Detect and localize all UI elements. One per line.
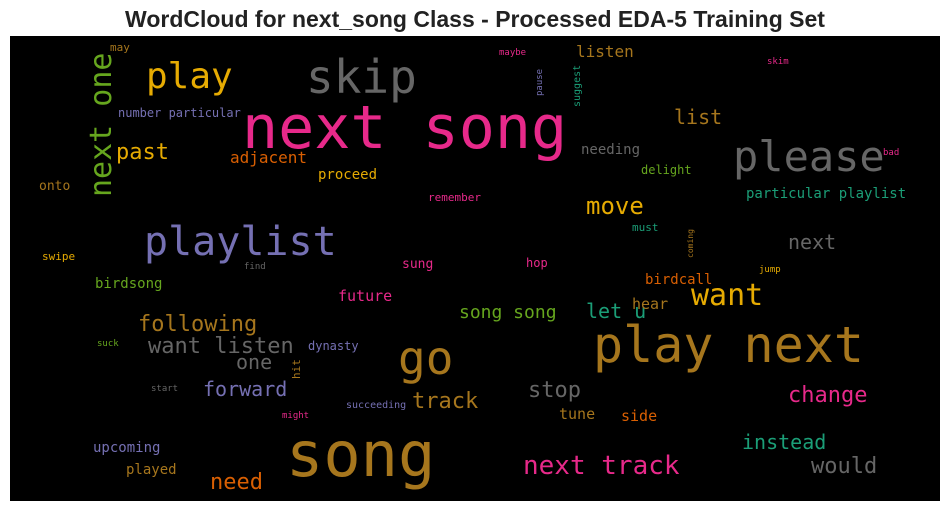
word-21: next	[788, 230, 836, 254]
word-37: proceed	[318, 167, 377, 183]
word-48: must	[632, 221, 659, 234]
word-54: jump	[759, 265, 781, 275]
word-40: sung	[402, 257, 433, 272]
word-28: listen	[576, 42, 634, 61]
word-13: list	[674, 105, 722, 129]
word-9: want	[691, 278, 763, 313]
word-59: maybe	[499, 48, 526, 58]
word-24: forward	[203, 377, 287, 401]
word-38: needing	[581, 142, 640, 158]
word-10: next track	[523, 451, 680, 481]
word-44: number particular	[118, 106, 241, 120]
word-52: pause	[535, 69, 545, 96]
word-61: bad	[883, 148, 899, 158]
word-60: skim	[767, 57, 789, 67]
word-55: suck	[97, 339, 119, 349]
word-14: following	[138, 312, 257, 337]
word-36: played	[126, 462, 177, 478]
word-5: playlist	[144, 219, 337, 265]
word-0: song	[286, 418, 435, 491]
word-53: hit	[290, 359, 303, 379]
word-43: delight	[641, 163, 692, 177]
word-7: play	[146, 56, 233, 97]
word-31: tune	[559, 405, 595, 423]
word-26: song song	[459, 302, 557, 323]
word-17: need	[210, 470, 263, 495]
word-23: instead	[742, 430, 826, 454]
word-62: coming	[686, 229, 695, 258]
word-15: want listen	[148, 334, 294, 359]
word-58: might	[282, 411, 309, 421]
word-8: next one	[84, 53, 119, 198]
word-29: future	[338, 287, 392, 305]
word-25: one	[236, 350, 272, 374]
word-32: side	[621, 407, 657, 425]
word-56: start	[151, 384, 178, 394]
word-18: would	[811, 454, 877, 479]
cloud-background	[10, 36, 940, 501]
word-47: remember	[428, 191, 481, 204]
word-22: let u	[586, 299, 646, 323]
word-42: dynasty	[308, 339, 359, 353]
word-41: onto	[39, 179, 70, 194]
word-57: find	[244, 262, 266, 272]
word-16: stop	[528, 378, 581, 403]
word-6: go	[398, 331, 453, 385]
word-27: adjacent	[230, 148, 307, 167]
word-39: birdsong	[95, 276, 162, 292]
word-11: move	[586, 192, 644, 220]
word-45: hop	[526, 256, 548, 270]
word-33: hear	[632, 295, 668, 313]
word-20: track	[412, 389, 478, 414]
word-1: next song	[242, 93, 567, 163]
word-34: birdcall	[645, 272, 712, 288]
word-49: succeeding	[346, 400, 406, 411]
word-51: suggest	[572, 65, 583, 107]
word-4: please	[733, 132, 885, 181]
word-30: particular playlist	[746, 186, 906, 202]
word-3: skip	[306, 50, 417, 104]
word-46: swipe	[42, 250, 75, 263]
word-12: past	[116, 140, 169, 165]
word-19: change	[788, 383, 867, 408]
word-35: upcoming	[93, 440, 160, 456]
word-2: play next	[593, 316, 864, 374]
word-50: may	[110, 41, 130, 54]
chart-title: WordCloud for next_song Class - Processe…	[125, 6, 825, 32]
